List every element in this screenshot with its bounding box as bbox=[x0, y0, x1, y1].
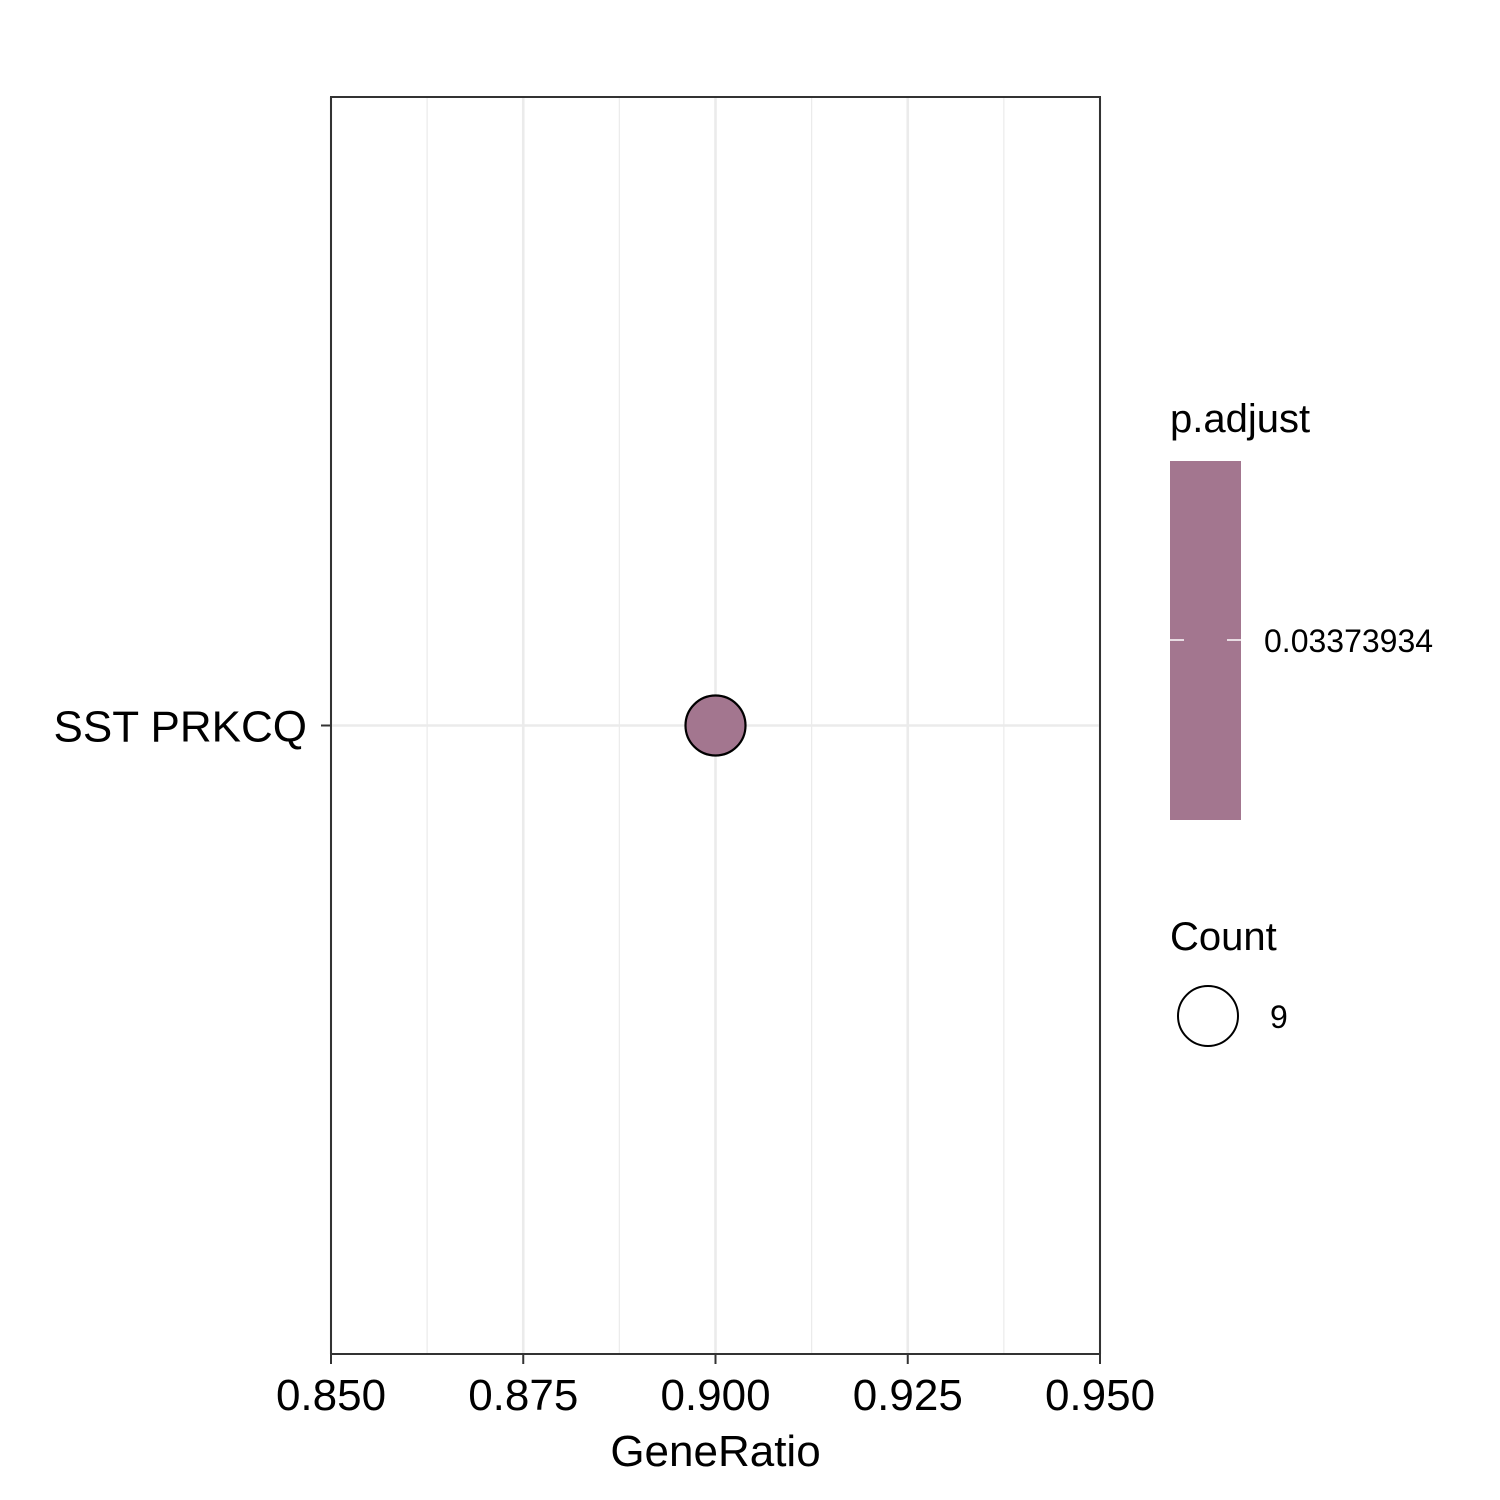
y-tick-label: SST PRKCQ bbox=[54, 703, 307, 752]
x-axis-label: GeneRatio bbox=[610, 1427, 820, 1476]
size-legend-title: Count bbox=[1170, 915, 1277, 959]
data-point bbox=[684, 694, 747, 757]
x-tick-label: 0.900 bbox=[660, 1371, 770, 1420]
data-points bbox=[684, 694, 747, 757]
size-legend-key bbox=[1177, 985, 1239, 1047]
size-legend: Count 9 bbox=[1170, 915, 1288, 1047]
x-tick-label: 0.850 bbox=[276, 1371, 386, 1420]
color-legend: p.adjust 0.03373934 bbox=[1170, 397, 1433, 820]
y-axis: SST PRKCQ bbox=[54, 703, 331, 752]
color-legend-label: 0.03373934 bbox=[1264, 623, 1433, 659]
color-legend-title: p.adjust bbox=[1170, 397, 1310, 441]
x-tick-label: 0.875 bbox=[468, 1371, 578, 1420]
x-axis: 0.850 0.875 0.900 0.925 0.950 bbox=[276, 1354, 1155, 1420]
size-legend-label: 9 bbox=[1270, 999, 1288, 1035]
x-tick-label: 0.950 bbox=[1045, 1371, 1155, 1420]
x-tick-label: 0.925 bbox=[853, 1371, 963, 1420]
